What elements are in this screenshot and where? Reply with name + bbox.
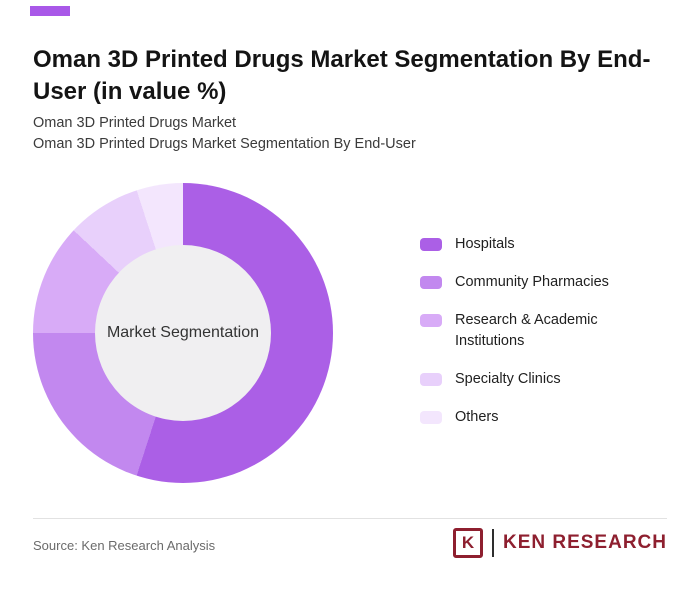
legend-swatch-others <box>420 411 442 424</box>
legend-label-specialty-clinics: Specialty Clinics <box>455 371 561 387</box>
donut-center: Market Segmentation <box>95 245 271 421</box>
subtitle-block: Oman 3D Printed Drugs Market Oman 3D Pri… <box>33 113 416 155</box>
footer-divider <box>33 518 667 519</box>
legend-item-research-academic-institutions: Research & Academic Institutions <box>420 310 655 352</box>
accent-mark <box>30 6 70 16</box>
legend-item-hospitals: Hospitals <box>420 234 655 255</box>
logo-wordmark: KEN RESEARCH <box>502 532 667 553</box>
legend-item-community-pharmacies: Community Pharmacies <box>420 272 655 293</box>
logo-divider <box>491 529 494 557</box>
legend-swatch-research-academic-institutions <box>420 314 442 327</box>
legend-item-others: Others <box>420 407 655 428</box>
legend-swatch-specialty-clinics <box>420 373 442 386</box>
chart-legend: Hospitals Community Pharmacies Research & … <box>420 234 655 445</box>
legend-swatch-hospitals <box>420 238 442 251</box>
logo-mark-letter: K <box>461 533 475 552</box>
legend-label-research-academic-institutions: Research & Academic Institutions <box>455 312 598 349</box>
source-text: Source: Ken Research Analysis <box>33 538 216 553</box>
legend-item-specialty-clinics: Specialty Clinics <box>420 369 655 390</box>
legend-label-others: Others <box>455 409 499 425</box>
page-title: Oman 3D Printed Drugs Market Segmentatio… <box>33 46 651 105</box>
legend-label-hospitals: Hospitals <box>455 236 515 252</box>
ken-research-logo: K KEN RESEARCH <box>452 527 667 559</box>
legend-label-community-pharmacies: Community Pharmacies <box>455 274 609 290</box>
donut-chart: Market Segmentation <box>33 183 333 483</box>
subtitle-line-2: Oman 3D Printed Drugs Market Segmentatio… <box>33 136 416 152</box>
legend-swatch-community-pharmacies <box>420 276 442 289</box>
donut-center-label: Market Segmentation <box>106 324 260 341</box>
subtitle-line-1: Oman 3D Printed Drugs Market <box>33 115 237 131</box>
logo-k-mark: K <box>452 528 483 558</box>
